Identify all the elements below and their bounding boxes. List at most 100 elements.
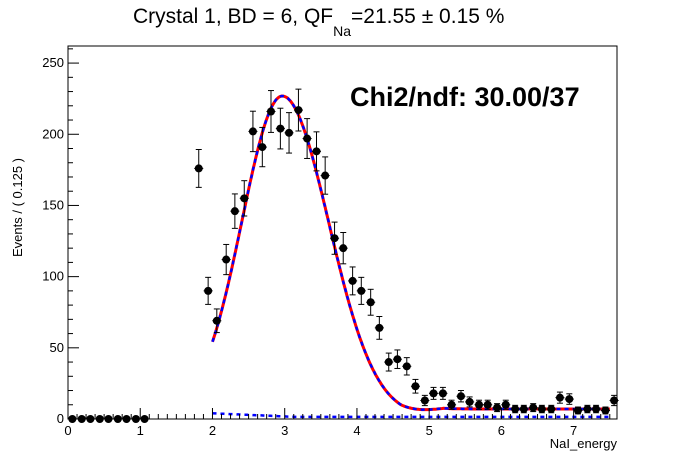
data-point xyxy=(85,415,95,423)
data-marker xyxy=(312,147,321,156)
data-point xyxy=(113,415,123,423)
plot-frame xyxy=(67,45,618,420)
data-point xyxy=(95,415,105,423)
axes: 0 1 2 3 4 5 6 7 0 50 100 150 200 250 xyxy=(42,48,611,438)
data-point xyxy=(528,403,538,413)
data-point xyxy=(330,221,340,255)
data-point xyxy=(275,107,285,150)
data-marker xyxy=(601,406,610,415)
data-marker xyxy=(285,128,294,137)
data-point xyxy=(284,112,294,154)
data-marker xyxy=(339,244,348,253)
data-marker xyxy=(104,415,113,423)
x-tick-label: 5 xyxy=(426,423,433,438)
data-point xyxy=(384,352,394,372)
y-tick-label: 100 xyxy=(42,269,64,284)
data-point xyxy=(392,349,402,369)
data-point xyxy=(248,110,258,153)
data-marker xyxy=(493,403,502,412)
data-marker xyxy=(420,396,429,405)
data-marker xyxy=(131,415,140,423)
data-marker xyxy=(483,400,492,409)
data-marker xyxy=(348,276,357,285)
data-marker xyxy=(529,403,538,412)
data-marker xyxy=(303,134,312,143)
data-point xyxy=(510,404,520,414)
data-point xyxy=(103,415,113,423)
data-marker xyxy=(122,415,131,423)
data-point xyxy=(212,308,222,334)
y-tick-label: 0 xyxy=(57,411,64,426)
data-point xyxy=(257,126,267,168)
data-point xyxy=(555,391,565,404)
data-point xyxy=(420,394,430,407)
fit-curves xyxy=(211,94,610,419)
data-marker xyxy=(511,405,520,414)
data-marker xyxy=(610,396,619,405)
data-marker xyxy=(402,362,411,371)
data-marker xyxy=(411,382,420,391)
data-point xyxy=(402,357,412,376)
data-point xyxy=(302,118,312,159)
data-marker xyxy=(95,415,104,423)
data-point xyxy=(266,90,276,133)
data-marker xyxy=(384,358,393,367)
data-marker xyxy=(366,298,375,307)
data-marker xyxy=(140,415,149,423)
x-tick-label: 1 xyxy=(137,423,144,438)
data-marker xyxy=(222,255,231,264)
fit-signal-curve xyxy=(211,94,610,411)
data-point xyxy=(501,399,511,410)
data-marker xyxy=(86,415,95,423)
data-marker xyxy=(77,415,86,423)
data-point xyxy=(131,415,141,423)
data-point xyxy=(293,88,303,132)
data-marker xyxy=(555,393,564,402)
data-point xyxy=(483,399,493,410)
data-point xyxy=(311,131,322,172)
data-point xyxy=(492,403,502,413)
data-marker xyxy=(393,355,402,364)
data-marker xyxy=(276,124,285,133)
data-marker xyxy=(212,316,221,325)
data-point xyxy=(519,404,529,414)
data-marker xyxy=(501,400,510,409)
x-tick-label: 3 xyxy=(281,423,288,438)
data-point xyxy=(429,386,439,400)
x-tick-label: 2 xyxy=(209,423,216,438)
x-tick-label: 4 xyxy=(353,423,360,438)
chi2-annotation: Chi2/ndf: 30.00/37 xyxy=(350,82,580,112)
data-marker xyxy=(294,106,303,115)
data-point xyxy=(194,149,204,188)
data-point xyxy=(582,404,592,414)
data-point xyxy=(600,406,610,415)
x-tick-label: 7 xyxy=(570,423,577,438)
data-point xyxy=(121,415,132,423)
data-marker xyxy=(113,415,122,423)
data-point xyxy=(447,399,457,410)
data-point xyxy=(374,315,384,340)
data-point xyxy=(239,180,249,217)
data-point xyxy=(564,393,574,405)
data-point xyxy=(140,415,150,423)
data-marker xyxy=(230,207,239,216)
x-tick-label: 6 xyxy=(498,423,505,438)
data-point xyxy=(438,386,448,400)
data-marker xyxy=(519,405,528,414)
data-marker xyxy=(321,171,330,180)
chart-title-subscript: Na xyxy=(333,23,351,39)
data-point xyxy=(320,156,330,195)
data-point xyxy=(546,404,556,414)
data-marker xyxy=(456,392,465,401)
data-point xyxy=(338,232,348,265)
data-point xyxy=(410,378,420,394)
data-marker xyxy=(429,389,438,398)
y-tick-label: 250 xyxy=(42,55,64,70)
data-marker xyxy=(438,389,447,398)
data-marker xyxy=(375,323,384,332)
y-axis-title: Events / ( 0.125 ) xyxy=(10,158,25,257)
data-marker xyxy=(537,405,546,414)
data-marker xyxy=(547,405,556,414)
data-marker xyxy=(204,286,213,295)
y-tick-label: 150 xyxy=(42,197,64,212)
